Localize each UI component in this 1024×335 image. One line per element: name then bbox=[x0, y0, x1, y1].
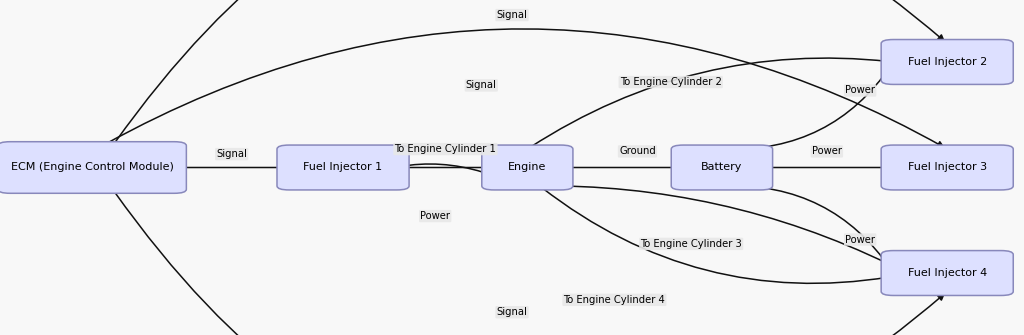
FancyBboxPatch shape bbox=[881, 145, 1014, 190]
FancyBboxPatch shape bbox=[482, 145, 573, 190]
Text: To Engine Cylinder 2: To Engine Cylinder 2 bbox=[620, 77, 722, 87]
Text: Fuel Injector 4: Fuel Injector 4 bbox=[907, 268, 987, 278]
Text: To Engine Cylinder 4: To Engine Cylinder 4 bbox=[563, 295, 666, 305]
Text: Signal: Signal bbox=[216, 149, 247, 159]
Text: Battery: Battery bbox=[701, 162, 742, 173]
FancyBboxPatch shape bbox=[276, 145, 410, 190]
Text: Signal: Signal bbox=[497, 10, 527, 20]
Text: Fuel Injector 3: Fuel Injector 3 bbox=[907, 162, 987, 173]
Text: ECM (Engine Control Module): ECM (Engine Control Module) bbox=[10, 162, 174, 173]
Text: Power: Power bbox=[420, 211, 451, 221]
Text: Signal: Signal bbox=[497, 307, 527, 317]
Text: Power: Power bbox=[845, 85, 876, 95]
Text: Fuel Injector 1: Fuel Injector 1 bbox=[303, 162, 383, 173]
Text: Power: Power bbox=[845, 234, 876, 245]
FancyBboxPatch shape bbox=[672, 145, 772, 190]
Text: Signal: Signal bbox=[466, 80, 497, 90]
Text: To Engine Cylinder 3: To Engine Cylinder 3 bbox=[640, 239, 742, 249]
Text: Power: Power bbox=[812, 146, 842, 156]
Text: Engine: Engine bbox=[508, 162, 547, 173]
FancyBboxPatch shape bbox=[881, 40, 1014, 84]
Text: Fuel Injector 2: Fuel Injector 2 bbox=[907, 57, 987, 67]
Text: Ground: Ground bbox=[620, 146, 655, 156]
FancyBboxPatch shape bbox=[0, 142, 186, 193]
FancyBboxPatch shape bbox=[881, 251, 1014, 295]
Text: To Engine Cylinder 1: To Engine Cylinder 1 bbox=[394, 144, 497, 154]
